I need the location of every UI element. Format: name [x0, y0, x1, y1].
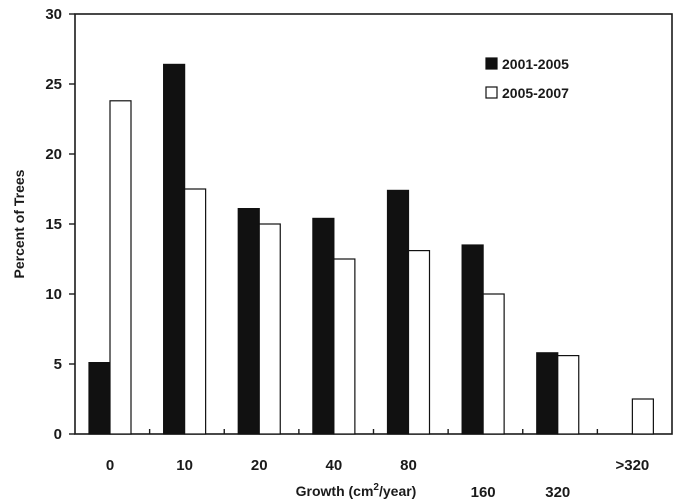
bar-2005-2007-20 [258, 223, 281, 435]
x-tick-label->320: >320 [615, 457, 649, 474]
x-tick-label-80: 80 [400, 457, 417, 474]
legend-label-2001-2005: 2001-2005 [502, 56, 569, 72]
bars [88, 63, 654, 435]
bar-2001-2005-320 [536, 352, 559, 435]
bar-2001-2005-80 [386, 189, 410, 435]
bar-2001-2005-160 [461, 244, 484, 435]
y-tick-label-15: 15 [45, 216, 62, 233]
x-axis-title-suffix: /year) [379, 483, 416, 499]
y-axis-title: Percent of Trees [11, 169, 27, 278]
bar-2005-2007-40 [333, 258, 356, 435]
bar-2005-2007-320 [557, 355, 580, 435]
legend-label-2005-2007: 2005-2007 [502, 85, 569, 101]
bar-2001-2005-20 [237, 208, 260, 435]
x-axis: 0 10 20 40 80 160 320 >320 [106, 429, 649, 501]
y-tick-label-30: 30 [45, 6, 62, 23]
x-tick-label-160: 160 [471, 484, 496, 501]
x-tick-label-320: 320 [545, 484, 570, 501]
x-tick-label-10: 10 [176, 457, 193, 474]
bar-2001-2005-0 [88, 362, 111, 435]
legend: 2001-2005 2005-2007 [485, 56, 569, 101]
bar-2005-2007-10 [184, 188, 207, 435]
x-tick-label-40: 40 [326, 457, 343, 474]
y-tick-label-20: 20 [45, 146, 62, 163]
y-tick-label-10: 10 [45, 286, 62, 303]
bar-2005-2007-160 [482, 293, 505, 435]
x-tick-label-20: 20 [251, 457, 268, 474]
y-axis: 0 5 10 15 20 25 30 [45, 6, 75, 443]
bar-2001-2005-10 [163, 63, 186, 435]
x-axis-title: Growth (cm2/year) [296, 482, 417, 499]
y-tick-label-0: 0 [54, 426, 62, 443]
x-axis-title-superscript: 2 [373, 482, 379, 493]
x-axis-title-prefix: Growth (cm [296, 483, 374, 499]
bar-2005-2007-0 [109, 100, 132, 435]
x-tick-label-0: 0 [106, 457, 114, 474]
bar-2005-2007-80 [407, 250, 431, 435]
bar-2001-2005-40 [312, 217, 335, 435]
legend-swatch-2005-2007 [485, 86, 498, 99]
legend-swatch-2001-2005 [485, 57, 498, 70]
bar-2005-2007->320 [631, 398, 654, 435]
y-tick-label-5: 5 [54, 356, 62, 373]
y-tick-label-25: 25 [45, 76, 62, 93]
